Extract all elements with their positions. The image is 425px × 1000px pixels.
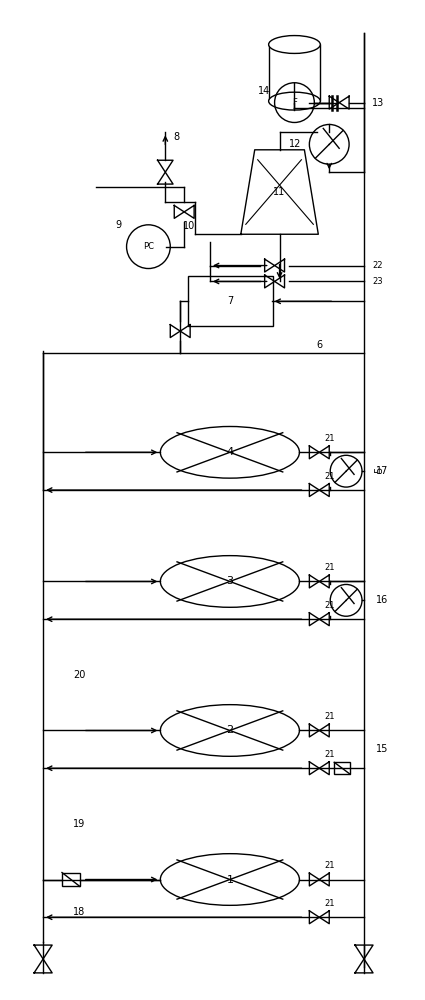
Text: 7: 7 (227, 296, 233, 306)
Text: 1: 1 (227, 875, 233, 885)
Text: 20: 20 (73, 670, 85, 680)
Text: 21: 21 (324, 712, 334, 721)
Text: 9: 9 (116, 220, 122, 230)
Text: 16: 16 (376, 595, 388, 605)
Text: 21: 21 (324, 750, 334, 759)
Text: 21: 21 (324, 472, 334, 481)
Text: 21: 21 (324, 601, 334, 610)
Text: 14: 14 (258, 86, 271, 96)
Text: 3: 3 (227, 576, 233, 586)
Text: 11: 11 (273, 187, 286, 197)
Text: 10: 10 (183, 221, 195, 231)
Text: 17: 17 (376, 466, 388, 476)
Text: 5: 5 (374, 467, 384, 473)
Text: 13: 13 (372, 98, 384, 108)
Text: 8: 8 (173, 132, 179, 142)
Text: 2: 2 (227, 725, 233, 735)
Text: 19: 19 (73, 819, 85, 829)
Text: 21: 21 (324, 434, 334, 443)
Text: 15: 15 (376, 744, 388, 754)
Text: 22: 22 (372, 261, 382, 270)
Text: 4: 4 (227, 447, 233, 457)
Text: 23: 23 (372, 277, 382, 286)
Text: 12: 12 (289, 139, 301, 149)
Text: F: F (292, 98, 297, 107)
Bar (334, 762, 350, 774)
Text: 18: 18 (73, 907, 85, 917)
Text: 21: 21 (324, 861, 334, 870)
Text: 21: 21 (324, 899, 334, 908)
Bar (188, 276, 272, 326)
Text: 21: 21 (324, 563, 334, 572)
Ellipse shape (269, 36, 320, 53)
Text: PC: PC (143, 242, 154, 251)
Text: 6: 6 (316, 340, 322, 350)
Bar (62, 873, 80, 886)
Bar (269, 44, 320, 101)
Ellipse shape (269, 92, 320, 110)
